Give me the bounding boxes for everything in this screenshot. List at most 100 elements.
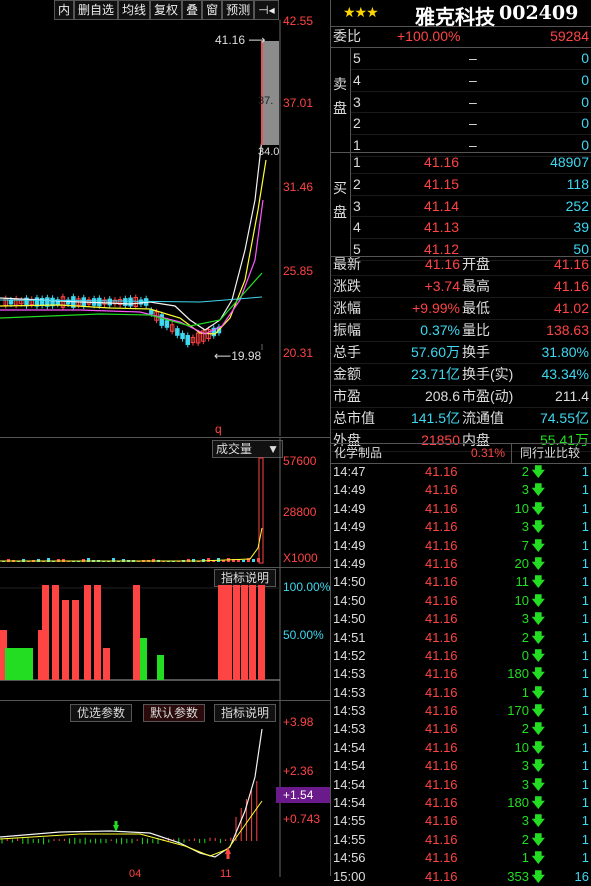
buy-level-row[interactable]: 4 41.13 39: [351, 217, 591, 240]
ma-button[interactable]: 均线: [118, 0, 151, 20]
trade-volume: 11: [515, 574, 530, 590]
price: –: [469, 93, 477, 110]
indicator1-svg: [0, 568, 281, 701]
quote-stats: 最新 41.16 开盘 41.16 涨跌 +3.74 最高 41.16 涨幅 +9.…: [331, 254, 591, 452]
high-marker: 41.16 ⟶: [215, 33, 266, 47]
sector-name[interactable]: 化学制品: [334, 446, 383, 460]
trade-time: 14:53: [333, 666, 366, 682]
trade-row: 14:53 41.16 180 🡇 1: [331, 665, 591, 683]
sell-level-row[interactable]: 2 – 0: [351, 113, 591, 136]
buy-level-row[interactable]: 5 41.12 50: [351, 239, 591, 261]
trade-ticks[interactable]: 14:47 41.16 2 🡇 1 14:49 41.16 3 🡇 1 14:49 …: [331, 463, 591, 886]
trade-time: 14:50: [333, 574, 366, 590]
arrow-down-icon: 🡇: [531, 831, 545, 847]
remove-watchlist-button[interactable]: 删自选: [74, 0, 119, 20]
stat-value-2: 138.63: [546, 322, 589, 338]
stat-value-2: 31.80%: [541, 344, 589, 360]
optimized-params-button[interactable]: 优选参数: [70, 704, 133, 722]
trade-count: 1: [581, 850, 589, 866]
trade-volume: 3: [521, 776, 529, 792]
stat-row: 涨幅 +9.99% 最低 41.02: [331, 298, 591, 320]
trade-row: 14:55 41.16 2 🡇 1: [331, 831, 591, 849]
indicator-panel-2[interactable]: 优选参数 默认参数 指标说明 +3.98 +2.36 +1.54 +0.743 …: [0, 700, 330, 880]
volume: 0: [581, 50, 589, 66]
stat-value-1: 23.71亿: [410, 366, 460, 382]
trade-price: 41.16: [425, 647, 458, 663]
sell-level-row[interactable]: 4 – 0: [351, 70, 591, 92]
trade-volume: 2: [521, 721, 529, 737]
compare-industry-button[interactable]: 同行业比较: [511, 444, 580, 463]
trade-row: 14:50 41.16 3 🡇 1: [331, 610, 591, 628]
kline-chart[interactable]: 42.55 37.01 31.46 25.85 20.31 41.16 ⟶ ⟵1…: [0, 0, 330, 436]
trade-count: 1: [581, 813, 589, 829]
trade-volume: 170: [507, 703, 529, 719]
trade-price: 41.16: [425, 831, 458, 847]
overlay-button[interactable]: 叠: [182, 0, 203, 20]
ind2-label-1: +2.36: [283, 764, 314, 778]
trade-count: 1: [581, 684, 589, 700]
stat-row: 涨跌 +3.74 最高 41.16: [331, 276, 591, 298]
level: 4: [353, 71, 361, 88]
volume-dropdown[interactable]: 成交量 ▼: [212, 440, 283, 458]
sell-level-row[interactable]: 5 – 0: [351, 48, 591, 70]
volume: 0: [581, 71, 589, 88]
forecast-button[interactable]: 预测: [222, 0, 255, 20]
trade-time: 14:53: [333, 684, 366, 700]
arrow-down-icon: 🡇: [531, 611, 545, 627]
star-rating-icon: ★★★: [343, 4, 379, 20]
trade-volume: 180: [507, 795, 529, 811]
trade-price: 41.16: [425, 739, 458, 755]
ind2-label-2: +1.54: [283, 788, 314, 802]
trade-time: 14:50: [333, 611, 366, 627]
window-button[interactable]: 窗: [202, 0, 223, 20]
level: 3: [353, 197, 361, 214]
trade-count: 1: [581, 611, 589, 627]
stat-label-1: 金额: [333, 366, 361, 382]
sell-level-row[interactable]: 1 – 0: [351, 135, 591, 157]
arrow-down-icon: 🡇: [531, 758, 545, 774]
indicator-panel-1[interactable]: 指标说明 100.00% 50.00%: [0, 567, 330, 701]
indicator-help-button[interactable]: 指标说明: [214, 569, 277, 587]
trade-volume: 2: [521, 629, 529, 645]
buy-level-row[interactable]: 3 41.14 252: [351, 196, 591, 218]
trade-time: 14:54: [333, 795, 366, 811]
sell-level-row[interactable]: 3 – 0: [351, 92, 591, 114]
level: 5: [353, 50, 361, 66]
sector-row: 化学制品 0.31% 同行业比较: [331, 443, 591, 464]
arrow-down-icon: 🡇: [531, 703, 545, 719]
trade-time: 14:49: [333, 500, 366, 516]
trade-count: 1: [581, 666, 589, 682]
intraday-button[interactable]: 内: [54, 0, 75, 20]
buy-level-row[interactable]: 2 41.15 118: [351, 174, 591, 196]
arrow-down-icon: 🡇: [531, 464, 545, 479]
trade-count: 1: [581, 482, 589, 498]
trade-price: 41.16: [425, 555, 458, 571]
volume-panel[interactable]: 成交量 ▼ 57600 28800 X1000: [0, 437, 330, 568]
trade-price: 41.16: [425, 795, 458, 811]
buy-level-row[interactable]: 1 41.16 48907: [351, 152, 591, 174]
stat-value-2: 41.02: [553, 300, 589, 316]
trade-count: 1: [581, 592, 589, 608]
default-params-button[interactable]: 默认参数: [143, 704, 206, 722]
price: –: [469, 50, 477, 66]
trade-row: 14:47 41.16 2 🡇 1: [331, 463, 591, 481]
trade-volume: 3: [521, 611, 529, 627]
stat-label-1: 总手: [333, 344, 361, 360]
trade-count: 1: [581, 758, 589, 774]
collapse-button[interactable]: ⊣◂: [254, 0, 279, 20]
stat-value-2: 55.41万: [539, 432, 589, 448]
trade-row: 14:53 41.16 2 🡇 1: [331, 720, 591, 738]
trade-row: 14:49 41.16 10 🡇 1: [331, 500, 591, 518]
trade-row: 14:54 41.16 3 🡇 1: [331, 776, 591, 794]
stat-label-1: 外盘: [333, 432, 361, 448]
trade-row: 15:00 41.16 353 🡇 16: [331, 868, 591, 886]
trade-price: 41.16: [425, 482, 458, 498]
kline-svg: [0, 20, 281, 436]
indicator2-help-button[interactable]: 指标说明: [214, 704, 277, 722]
level: 1: [353, 154, 361, 170]
volume: 39: [573, 219, 589, 236]
stat-label-2: 换手(实): [462, 366, 514, 382]
trade-row: 14:53 41.16 170 🡇 1: [331, 702, 591, 720]
trade-time: 14:49: [333, 537, 366, 553]
adjust-button[interactable]: 复权: [150, 0, 183, 20]
